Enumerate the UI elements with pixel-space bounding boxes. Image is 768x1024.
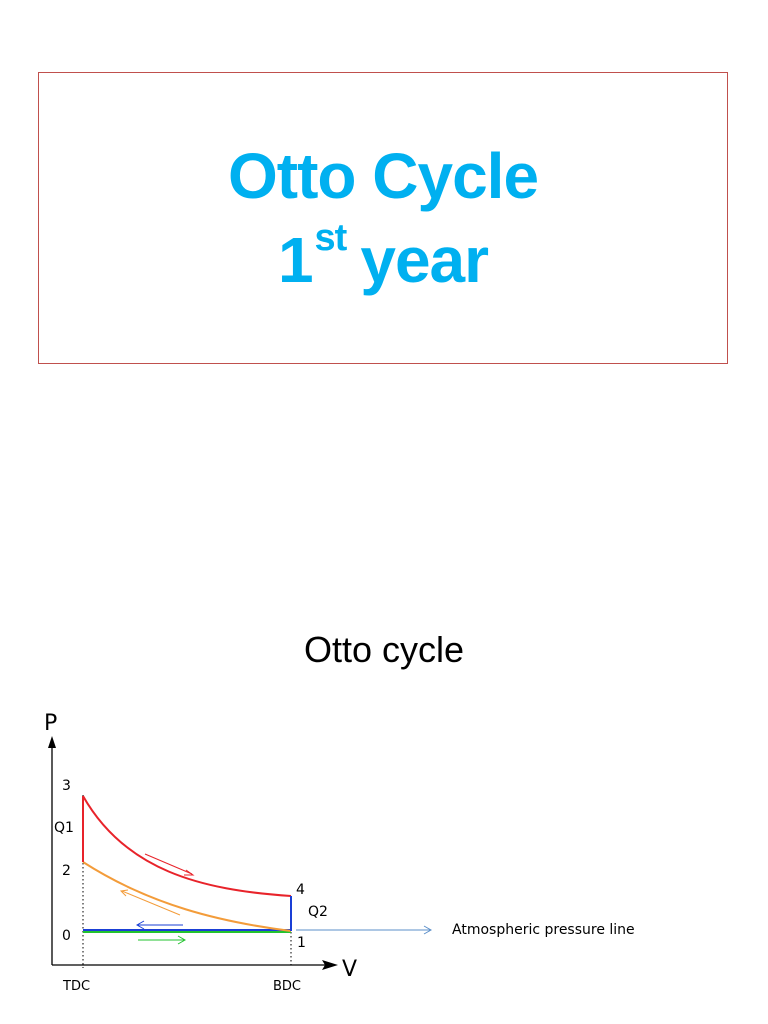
title-box: Otto Cycle 1st year	[38, 72, 728, 364]
atmospheric-arrow-icon	[423, 925, 433, 935]
exhaust-direction-arrow	[135, 920, 183, 930]
intake-direction-arrow	[138, 935, 187, 945]
tdc-label: TDC	[62, 979, 90, 994]
point-label-4: 4	[296, 882, 305, 898]
point-label-2: 2	[62, 863, 71, 879]
point-label-0: 0	[62, 928, 71, 944]
subtitle-word: year	[360, 224, 489, 296]
bdc-label: BDC	[273, 979, 301, 994]
subtitle-number: 1	[277, 224, 314, 296]
expansion-curve	[82, 795, 292, 897]
point-label-3: 3	[62, 778, 71, 794]
slide-subtitle: 1st year	[277, 216, 489, 302]
axis-label-v: V	[342, 957, 357, 982]
v-axis-arrow-icon	[322, 960, 338, 970]
point-label-1: 1	[297, 935, 306, 951]
subtitle-superscript: st	[314, 216, 348, 259]
heat-out-label: Q2	[308, 904, 328, 920]
atmospheric-label: Atmospheric pressure line	[452, 922, 635, 938]
compression-direction-arrow	[119, 889, 181, 916]
slide-title-text: Otto Cycle	[227, 140, 539, 212]
heat-in-label: Q1	[54, 820, 74, 836]
section-heading: Otto cycle	[303, 629, 465, 670]
expansion-direction-arrow	[144, 853, 195, 876]
otto-cycle-diagram: P V Atmospheric pressure line 3 Q1 2 0 4…	[44, 711, 635, 994]
compression-curve	[82, 861, 292, 932]
p-axis-arrow-icon	[48, 736, 56, 748]
slide-title: Otto Cycle	[227, 134, 539, 218]
axis-label-p: P	[44, 711, 57, 736]
